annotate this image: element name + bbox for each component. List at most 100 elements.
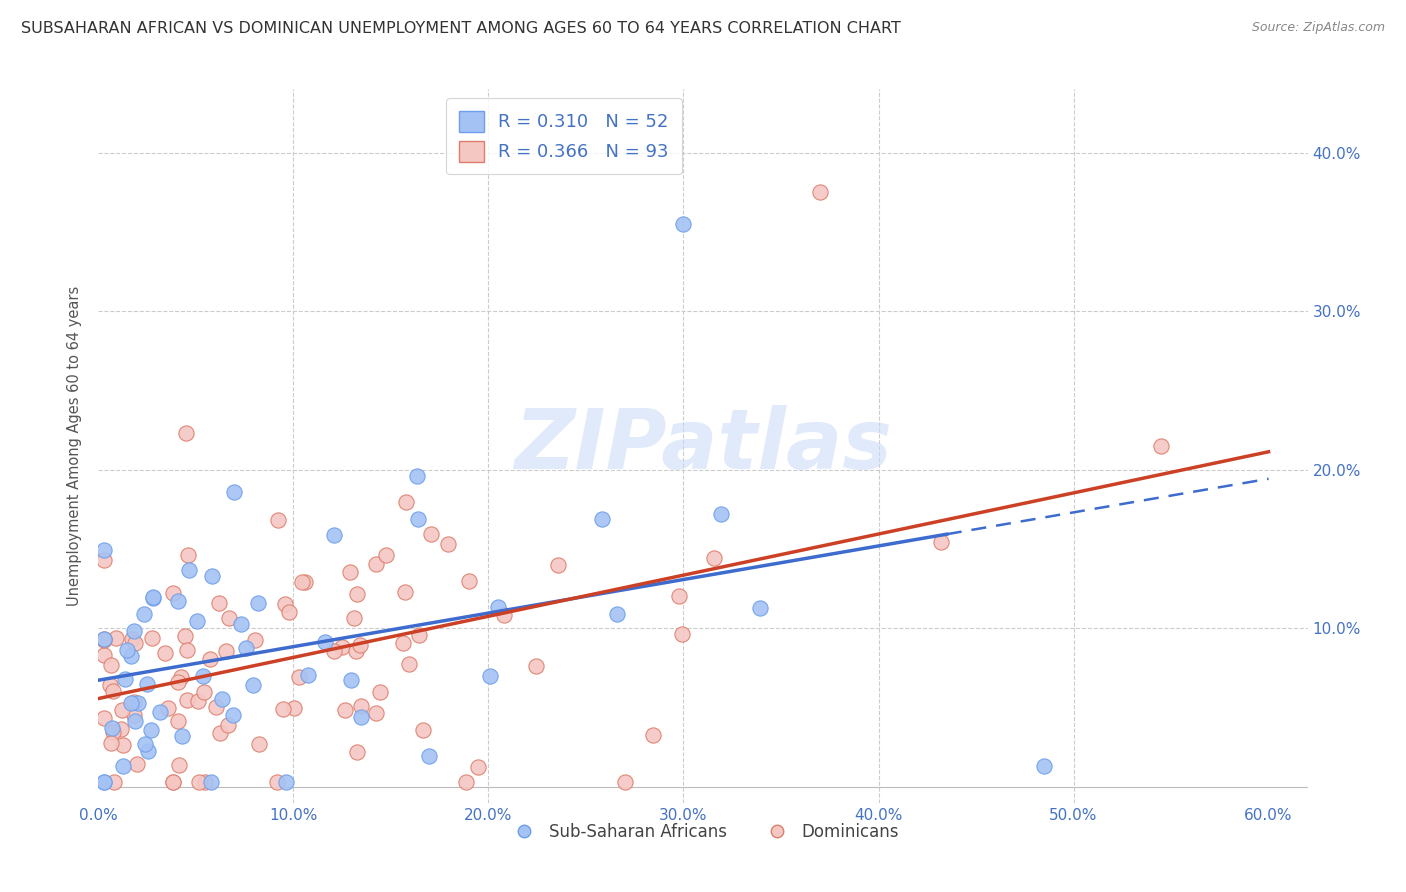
Point bbox=[271, 701, 294, 715]
Point bbox=[297, 668, 319, 682]
Point bbox=[187, 694, 209, 708]
Point bbox=[121, 632, 143, 646]
Point bbox=[392, 636, 415, 650]
Point bbox=[98, 677, 121, 691]
Point bbox=[191, 669, 214, 683]
Point bbox=[614, 775, 637, 789]
Point bbox=[283, 701, 305, 715]
Point bbox=[366, 706, 388, 721]
Point bbox=[166, 714, 188, 728]
Point bbox=[494, 607, 516, 622]
Point bbox=[749, 601, 772, 615]
Point bbox=[193, 684, 215, 698]
Point bbox=[1033, 759, 1056, 773]
Point bbox=[408, 627, 430, 641]
Y-axis label: Unemployment Among Ages 60 to 64 years: Unemployment Among Ages 60 to 64 years bbox=[67, 285, 83, 607]
Point bbox=[179, 563, 201, 577]
Text: SUBSAHARAN AFRICAN VS DOMINICAN UNEMPLOYMENT AMONG AGES 60 TO 64 YEARS CORRELATI: SUBSAHARAN AFRICAN VS DOMINICAN UNEMPLOY… bbox=[21, 21, 901, 36]
Point bbox=[93, 775, 115, 789]
Text: ZIPatlas: ZIPatlas bbox=[515, 406, 891, 486]
Point bbox=[288, 670, 311, 684]
Point bbox=[218, 611, 240, 625]
Point bbox=[412, 723, 434, 737]
Point bbox=[194, 775, 217, 789]
Point bbox=[100, 721, 122, 735]
Point bbox=[547, 558, 569, 573]
Point bbox=[101, 684, 124, 698]
Point bbox=[247, 737, 270, 751]
Point bbox=[314, 635, 336, 649]
Point bbox=[406, 468, 429, 483]
Point bbox=[222, 708, 245, 723]
Point bbox=[166, 594, 188, 608]
Point bbox=[162, 775, 184, 789]
Point bbox=[215, 644, 238, 658]
Point bbox=[277, 605, 299, 619]
Point bbox=[100, 657, 122, 672]
Point bbox=[591, 512, 613, 526]
Point bbox=[162, 775, 184, 789]
Point bbox=[349, 710, 371, 724]
Point bbox=[346, 587, 368, 601]
Point bbox=[170, 729, 193, 743]
Point bbox=[167, 757, 190, 772]
Point bbox=[235, 640, 257, 655]
Point bbox=[132, 607, 155, 621]
Legend: Sub-Saharan Africans, Dominicans: Sub-Saharan Africans, Dominicans bbox=[501, 817, 905, 848]
Point bbox=[135, 676, 157, 690]
Point bbox=[141, 632, 163, 646]
Point bbox=[124, 636, 146, 650]
Point bbox=[100, 736, 122, 750]
Point bbox=[174, 629, 197, 643]
Point bbox=[478, 669, 501, 683]
Point bbox=[208, 596, 231, 610]
Point bbox=[374, 548, 396, 562]
Point bbox=[266, 775, 288, 789]
Point bbox=[323, 528, 346, 542]
Point bbox=[93, 648, 115, 663]
Point bbox=[186, 614, 208, 628]
Point bbox=[93, 632, 115, 647]
Point bbox=[242, 678, 264, 692]
Point bbox=[406, 512, 429, 526]
Point bbox=[208, 725, 231, 739]
Point bbox=[115, 643, 138, 657]
Point bbox=[201, 569, 224, 583]
Point bbox=[276, 775, 298, 789]
Point bbox=[93, 711, 115, 725]
Point bbox=[217, 718, 239, 732]
Point bbox=[420, 526, 443, 541]
Point bbox=[339, 565, 361, 579]
Point bbox=[323, 644, 346, 658]
Point bbox=[458, 574, 481, 589]
Point bbox=[330, 640, 353, 654]
Point bbox=[1150, 439, 1173, 453]
Point bbox=[346, 745, 368, 759]
Point bbox=[103, 775, 125, 789]
Text: Source: ZipAtlas.com: Source: ZipAtlas.com bbox=[1251, 21, 1385, 34]
Point bbox=[93, 775, 115, 789]
Point bbox=[671, 627, 693, 641]
Point bbox=[294, 575, 316, 590]
Point bbox=[122, 624, 145, 638]
Point bbox=[174, 426, 197, 441]
Point bbox=[142, 591, 165, 605]
Point bbox=[93, 553, 115, 567]
Point bbox=[122, 708, 145, 723]
Point bbox=[668, 589, 690, 603]
Point bbox=[929, 534, 952, 549]
Point bbox=[198, 652, 221, 666]
Point bbox=[394, 585, 416, 599]
Point bbox=[124, 714, 146, 729]
Point bbox=[176, 693, 198, 707]
Point bbox=[124, 695, 146, 709]
Point bbox=[120, 696, 142, 710]
Point bbox=[524, 658, 547, 673]
Point bbox=[176, 643, 198, 657]
Point bbox=[149, 705, 172, 719]
Point bbox=[641, 729, 664, 743]
Point bbox=[343, 610, 366, 624]
Point bbox=[111, 759, 134, 773]
Point bbox=[120, 648, 142, 663]
Point bbox=[672, 217, 695, 231]
